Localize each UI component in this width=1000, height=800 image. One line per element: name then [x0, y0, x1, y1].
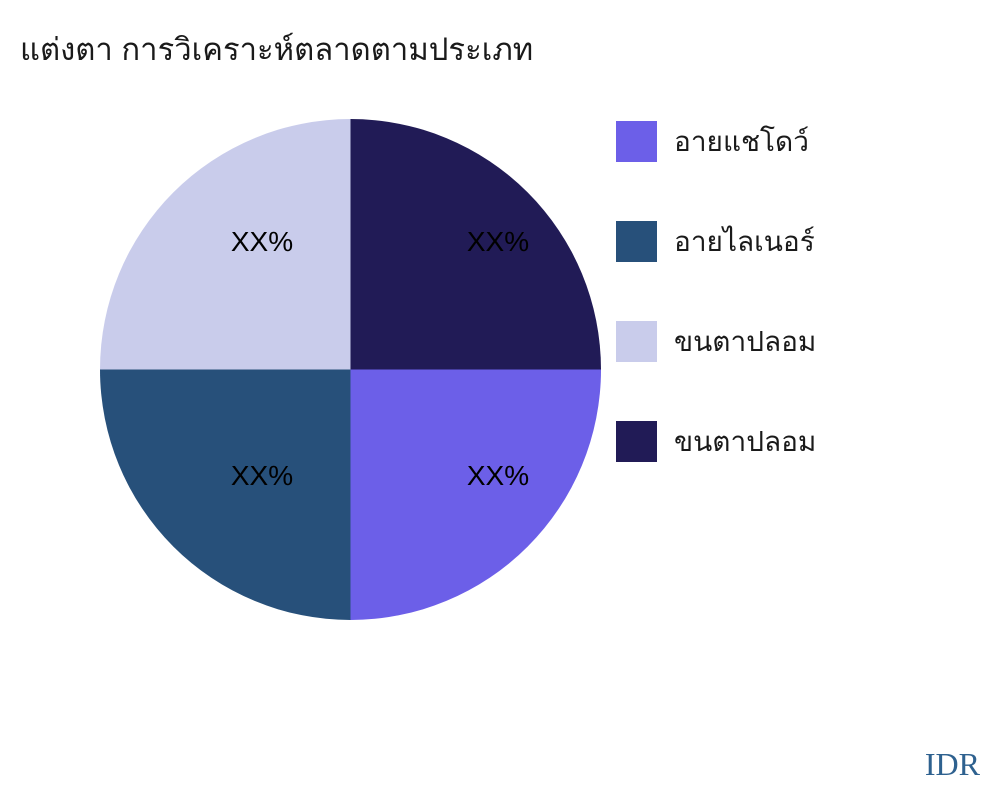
- pie-circle: [100, 119, 601, 620]
- legend-swatch: [616, 221, 657, 262]
- legend-swatch: [616, 321, 657, 362]
- legend-label: ขนตาปลอม: [674, 425, 817, 457]
- pie-slice-value-label: XX%: [466, 460, 530, 491]
- currency-label: IDR: [924, 746, 980, 782]
- legend-item: ขนตาปลอม: [616, 321, 816, 362]
- legend-label: ขนตาปลอม: [674, 325, 817, 357]
- legend-label: อายไลเนอร์: [674, 225, 815, 257]
- pie-slice-value-label: XX%: [230, 460, 294, 491]
- legend-label: อายแชโดว์: [674, 125, 809, 157]
- legend-item: อายแชโดว์: [616, 121, 816, 162]
- legend-item: อายไลเนอร์: [616, 221, 816, 262]
- pie-slice-value-label: XX%: [466, 226, 530, 257]
- pie-chart: XX% XX% XX% XX%: [100, 119, 601, 620]
- legend-item: ขนตาปลอม: [616, 421, 816, 462]
- legend-swatch: [616, 421, 657, 462]
- legend: อายแชโดว์ อายไลเนอร์ ขนตาปลอม ขนตาปลอม: [616, 121, 816, 521]
- pie-slice-value-label: XX%: [230, 226, 294, 257]
- legend-swatch: [616, 121, 657, 162]
- chart-title: แต่งตา การวิเคราะห์ตลาดตามประเภท: [20, 32, 534, 67]
